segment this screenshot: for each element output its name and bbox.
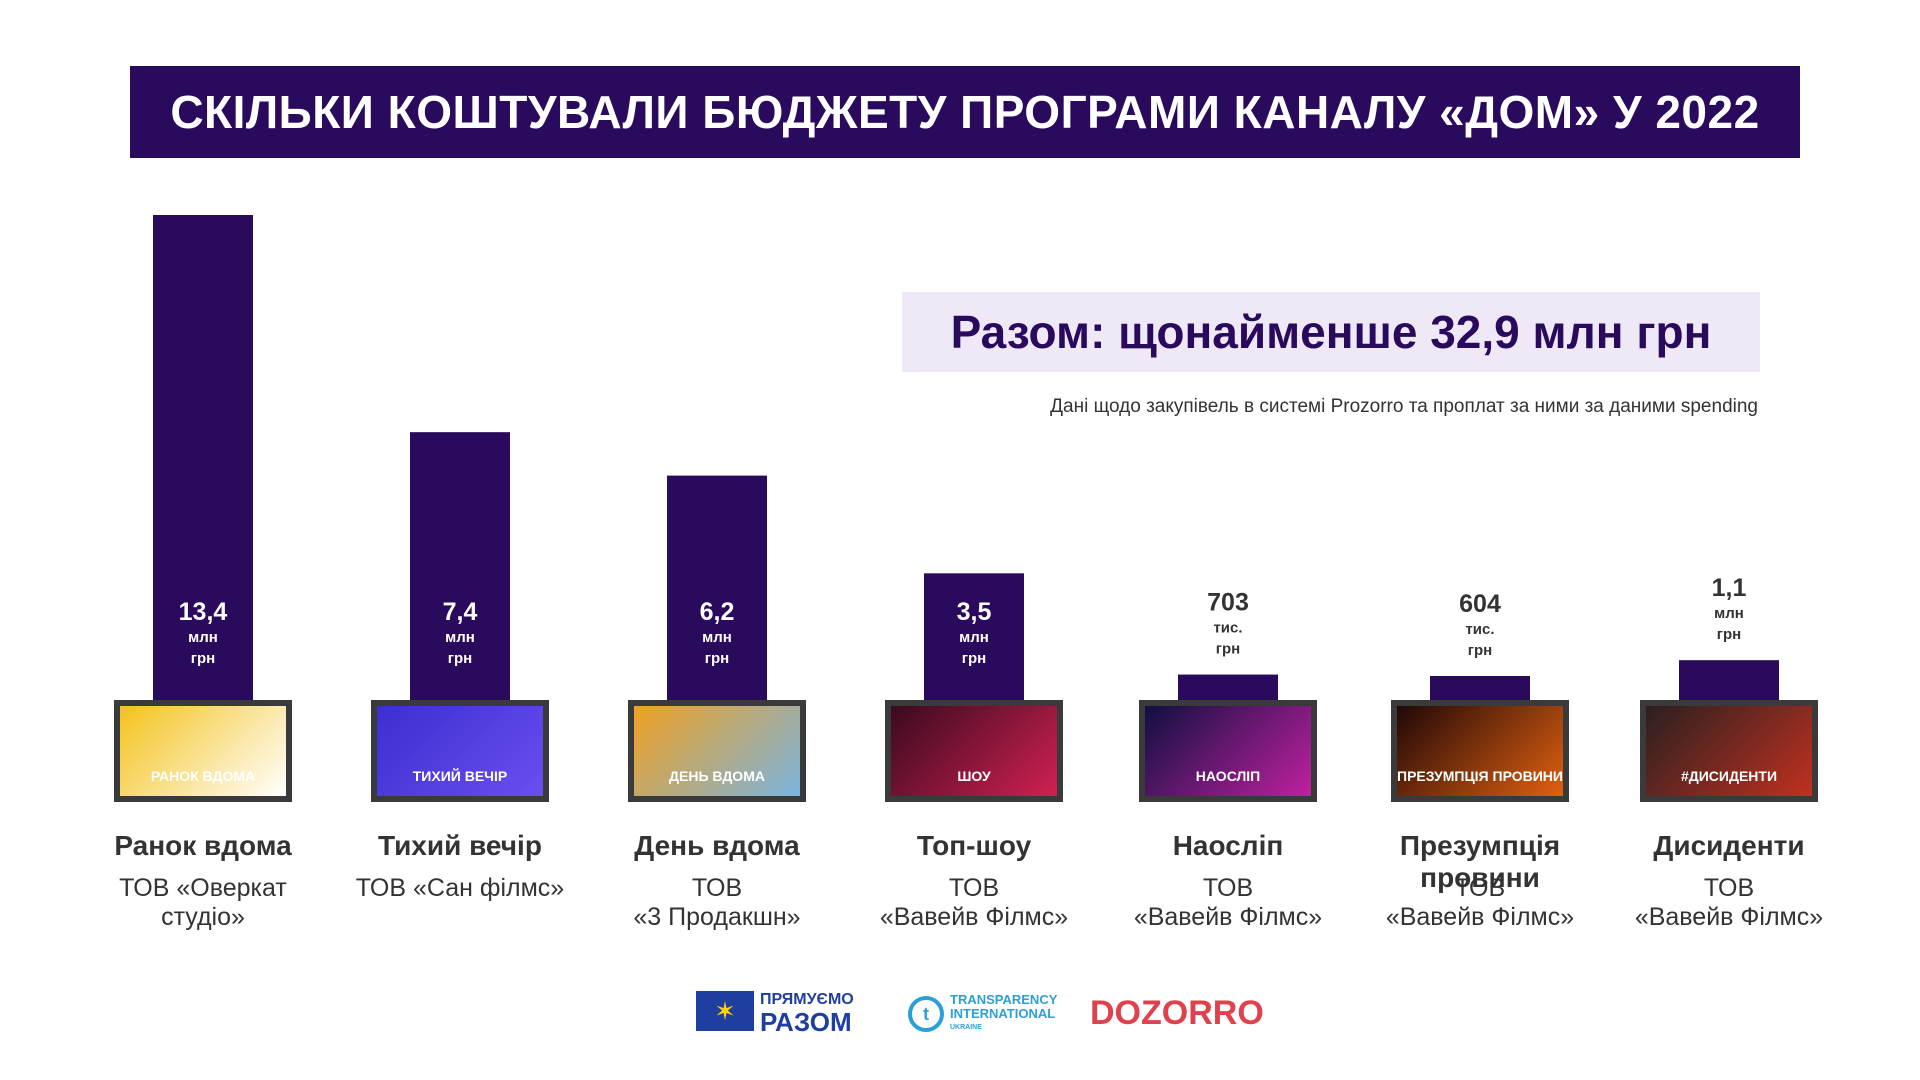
bar-unit-label: млн [702,629,732,646]
bar-value-label: 7,4 [443,598,478,626]
bar-unit-label: тис. [1213,620,1242,637]
company-line: ТОВ [691,874,743,902]
program-name: День вдома [634,830,800,861]
source-note: Дані щодо закупівель в системі Prozorro … [1050,396,1758,417]
program-company: ТОВ «Вавейв Філмс» [1350,874,1610,932]
bar-1 [153,215,253,700]
bar-2 [410,432,510,700]
program-company: ТОВ «Сан філмс» [330,874,590,903]
transparency-logo: t TRANSPARENCY INTERNATIONAL UKRAINE [908,990,1058,1038]
bar-unit-label: грн [448,650,472,667]
dozorro-logo: DOZORRO [1090,994,1264,1032]
bar-5 [1178,674,1278,700]
eu-logo: ✶ ПРЯМУЄМО РАЗОМ [696,990,856,1037]
program-thumbnail: ПРЕЗУМПЦІЯ ПРОВИНИ [1391,700,1569,802]
bar-unit-label: грн [191,650,215,667]
bar-unit-label: млн [445,629,475,646]
bar-unit-label: млн [1714,605,1744,622]
eu-logo-line2: РАЗОМ [760,1007,852,1037]
company-line: ТОВ [1703,874,1755,902]
bar-value-label: 1,1 [1712,574,1747,602]
company-line: студіо» [161,903,245,931]
bar-7 [1679,660,1779,700]
company-line: ТОВ «Оверкат [119,874,287,902]
program-thumbnail: РАНОК ВДОМА [114,700,292,802]
program-name: Презумпція провини [1399,830,1561,893]
program-name: Наосліп [1172,830,1284,861]
program-company: ТОВ «Оверкат студіо» [73,874,333,932]
program-name: Ранок вдома [114,830,292,861]
program-thumbnail: ДЕНЬ ВДОМА [628,700,806,802]
company-line: ТОВ [948,874,1000,902]
bar-6 [1430,676,1530,700]
ti-line1: TRANSPARENCY [950,992,1058,1007]
ti-line3: UKRAINE [950,1024,982,1031]
bar-unit-label: грн [962,650,986,667]
company-line: «3 Продакшн» [633,903,801,931]
thumbnail-caption: ТИХИЙ ВЕЧІР [412,768,508,784]
thumbnail-caption: ПРЕЗУМПЦІЯ ПРОВИНИ [1397,768,1563,784]
bar-unit-label: грн [1717,626,1741,643]
company-line: «Вавейв Філмс» [879,903,1069,931]
program-name: Тихий вечір [378,830,542,861]
eu-logo-line1: ПРЯМУЄМО [760,991,854,1008]
eu-flag-icon: ✶ [696,991,754,1031]
program-thumbnail: ТИХИЙ ВЕЧІР [371,700,549,802]
bar-unit-label: млн [188,629,218,646]
bar-unit-label: тис. [1465,621,1494,638]
program-name: Дисиденти [1653,830,1805,861]
program-company: ТОВ «3 Продакшн» [587,874,847,932]
program-thumbnail: НАОСЛІП [1139,700,1317,802]
bar-value-label: 6,2 [700,598,735,626]
program-thumbnail: #ДИСИДЕНТИ [1640,700,1818,802]
program-company: ТОВ «Вавейв Філмс» [844,874,1104,932]
program-company: ТОВ «Вавейв Філмс» [1599,874,1859,932]
ti-line2: INTERNATIONAL [950,1006,1056,1021]
company-line: ТОВ «Сан філмс» [355,874,565,902]
program-company: ТОВ «Вавейв Філмс» [1098,874,1358,932]
company-line: ТОВ [1454,874,1506,902]
bar-unit-label: грн [705,650,729,667]
total-label: Разом: щонайменше 32,9 млн грн [902,292,1760,372]
bar-value-label: 13,4 [179,598,228,626]
bar-3 [667,475,767,700]
bar-unit-label: грн [1468,642,1492,659]
thumbnail-caption: РАНОК ВДОМА [150,768,256,784]
program-thumbnail: ШОУ [885,700,1063,802]
transparency-mark-icon: t [908,996,944,1032]
program-name: Топ-шоу [916,830,1032,861]
bar-unit-label: млн [959,629,989,646]
thumbnail-caption: ШОУ [957,768,991,784]
company-line: «Вавейв Філмс» [1133,903,1323,931]
company-line: ТОВ [1202,874,1254,902]
bar-value-label: 703 [1207,589,1249,617]
bar-4 [924,573,1024,700]
company-line: «Вавейв Філмс» [1634,903,1824,931]
thumbnail-caption: ДЕНЬ ВДОМА [669,768,765,784]
thumbnail-caption: НАОСЛІП [1195,768,1261,784]
bar-value-label: 3,5 [957,598,992,626]
thumbnail-caption: #ДИСИДЕНТИ [1680,768,1778,784]
chart-title: СКІЛЬКИ КОШТУВАЛИ БЮДЖЕТУ ПРОГРАМИ КАНАЛ… [130,66,1800,158]
bar-unit-label: грн [1216,641,1240,658]
company-line: «Вавейв Філмс» [1385,903,1575,931]
bar-value-label: 604 [1459,590,1501,618]
